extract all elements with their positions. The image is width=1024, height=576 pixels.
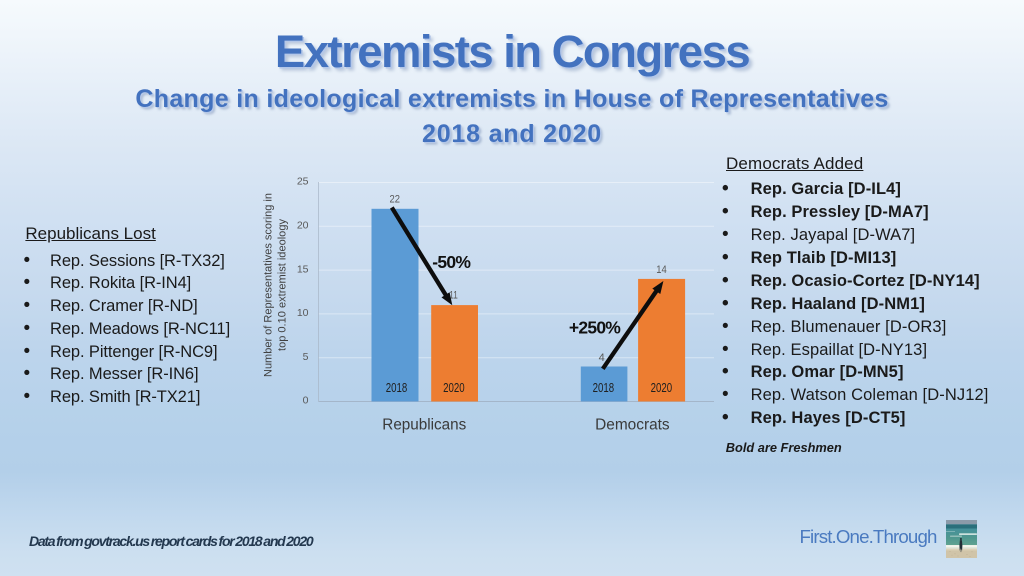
svg-text:Republicans: Republicans [382, 417, 466, 434]
svg-text:14: 14 [656, 264, 667, 276]
svg-text:0: 0 [303, 395, 309, 407]
svg-text:-50%: -50% [432, 252, 471, 272]
svg-text:+250%: +250% [569, 318, 621, 338]
svg-text:4: 4 [599, 352, 605, 364]
svg-text:2020: 2020 [651, 380, 673, 395]
svg-text:Democrats: Democrats [595, 417, 670, 434]
svg-text:5: 5 [303, 351, 309, 363]
svg-text:15: 15 [297, 263, 309, 275]
svg-text:11: 11 [449, 289, 458, 301]
svg-text:20: 20 [297, 220, 309, 232]
svg-text:Number of Representatives scor: Number of Representatives scoring in [262, 193, 274, 377]
svg-text:2020: 2020 [443, 380, 465, 395]
svg-text:10: 10 [297, 307, 309, 319]
svg-text:22: 22 [390, 194, 401, 206]
svg-text:2018: 2018 [386, 380, 408, 395]
svg-text:25: 25 [297, 176, 309, 188]
svg-text:2018: 2018 [593, 380, 615, 395]
svg-text:top 0.10 extremist ideology: top 0.10 extremist ideology [276, 219, 288, 351]
